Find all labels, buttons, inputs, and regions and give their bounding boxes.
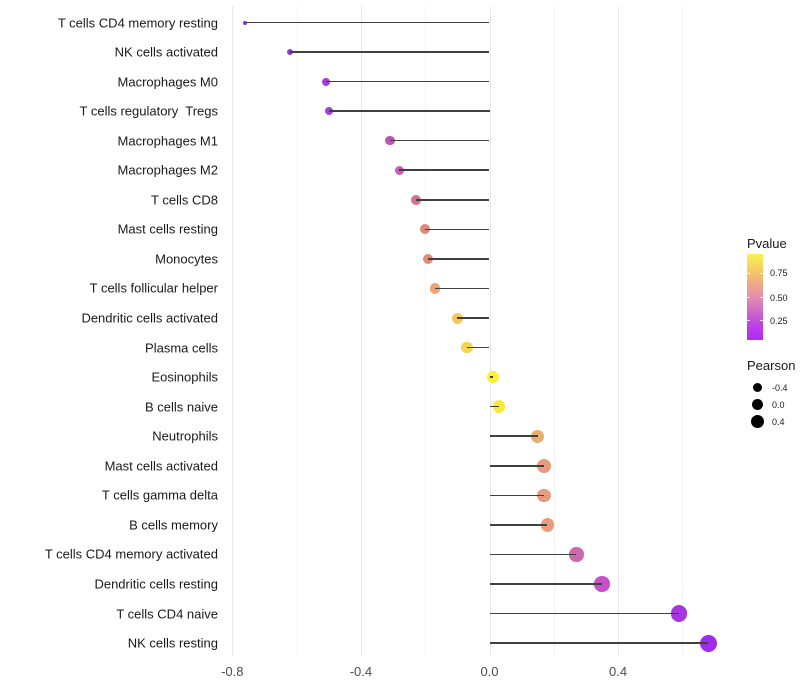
category-label: T cells CD4 memory activated bbox=[44, 546, 218, 562]
stem-line bbox=[489, 642, 709, 644]
stem-line bbox=[415, 199, 490, 201]
stem-line bbox=[325, 80, 490, 83]
stem-line bbox=[389, 139, 490, 142]
gridline-minor bbox=[296, 6, 298, 656]
pvalue-tick-label: 0.25 bbox=[770, 315, 788, 326]
pearson-legend-dot bbox=[750, 415, 764, 428]
category-label: Macrophages M0 bbox=[117, 74, 218, 90]
x-tick-label: 0.4 bbox=[609, 664, 628, 679]
stem-line bbox=[399, 169, 490, 172]
stem-line bbox=[428, 258, 490, 260]
pvalue-bar-tick bbox=[760, 296, 763, 299]
category-label: B cells memory bbox=[129, 517, 218, 533]
category-label: T cells CD8 bbox=[151, 192, 218, 208]
category-label: Dendritic cells activated bbox=[81, 310, 218, 326]
pvalue-bar-tick bbox=[747, 319, 750, 322]
gridline-major bbox=[618, 6, 620, 656]
gridline-major bbox=[489, 6, 491, 656]
pvalue-bar-tick bbox=[760, 319, 763, 322]
category-label: Monocytes bbox=[155, 251, 218, 267]
category-label: Mast cells activated bbox=[104, 458, 218, 474]
stem-line bbox=[457, 317, 490, 319]
pearson-legend-dot bbox=[752, 383, 762, 392]
pearson-legend-label: 0.4 bbox=[772, 416, 785, 427]
pearson-legend-label: 0.0 bbox=[772, 399, 785, 410]
category-label: T cells gamma delta bbox=[101, 487, 218, 503]
pvalue-legend-title: Pvalue bbox=[747, 236, 787, 251]
category-label: T cells CD4 naive bbox=[116, 606, 218, 621]
stem-line bbox=[466, 346, 490, 349]
stem-line bbox=[489, 524, 548, 526]
pvalue-tick-label: 0.50 bbox=[770, 292, 788, 303]
pearson-legend-dot bbox=[751, 399, 763, 410]
gridline-minor bbox=[553, 6, 555, 656]
stem-line bbox=[434, 287, 490, 290]
category-label: T cells follicular helper bbox=[89, 280, 218, 296]
stem-line bbox=[489, 405, 500, 408]
category-label: B cells naive bbox=[145, 399, 218, 415]
stem-line bbox=[489, 494, 545, 497]
stem-line bbox=[489, 553, 577, 556]
pvalue-bar-tick bbox=[747, 272, 750, 274]
stem-line bbox=[425, 228, 490, 231]
data-point-dot bbox=[540, 518, 555, 532]
pvalue-bar-tick bbox=[760, 272, 763, 274]
data-point-dot bbox=[569, 547, 584, 562]
x-tick-label: 0.0 bbox=[480, 664, 499, 679]
pvalue-tick-label: 0.75 bbox=[770, 268, 788, 279]
pvalue-gradient-bar bbox=[747, 254, 763, 340]
pvalue-bar-tick bbox=[747, 296, 750, 299]
category-label: NK cells activated bbox=[114, 44, 218, 60]
category-label: T cells CD4 memory resting bbox=[57, 15, 218, 30]
data-point-dot bbox=[670, 605, 688, 622]
data-point-dot bbox=[531, 429, 545, 443]
stem-line bbox=[489, 583, 603, 585]
category-label: Eosinophils bbox=[151, 369, 219, 385]
stem-line bbox=[489, 464, 545, 467]
data-point-dot bbox=[537, 488, 551, 503]
stem-line bbox=[328, 110, 490, 112]
data-point-dot bbox=[537, 459, 551, 473]
data-point-dot bbox=[594, 576, 610, 592]
pearson-legend-label: -0.4 bbox=[772, 382, 788, 393]
pearson-legend-title: Pearson bbox=[747, 358, 796, 373]
gridline-minor bbox=[682, 6, 684, 656]
stem-line bbox=[290, 51, 490, 53]
gridline-minor bbox=[425, 6, 427, 656]
category-label: Plasma cells bbox=[145, 340, 218, 356]
data-point-dot bbox=[492, 400, 506, 413]
data-point-dot bbox=[486, 371, 499, 384]
category-label: NK cells resting bbox=[127, 635, 218, 651]
category-label: Mast cells resting bbox=[117, 221, 218, 237]
category-label: T cells regulatory Tregs bbox=[79, 103, 218, 119]
category-label: Macrophages M2 bbox=[117, 162, 218, 178]
category-label: Dendritic cells resting bbox=[94, 576, 218, 592]
gridline-major bbox=[232, 6, 234, 656]
category-label: Neutrophils bbox=[152, 428, 218, 444]
stem-line bbox=[489, 376, 493, 378]
data-point-dot bbox=[699, 634, 717, 652]
stem-line bbox=[489, 612, 680, 615]
stem-line bbox=[489, 435, 538, 437]
category-label: Macrophages M1 bbox=[117, 133, 218, 149]
x-tick-label: -0.8 bbox=[221, 664, 244, 679]
x-tick-label: -0.4 bbox=[349, 664, 373, 679]
gridline-major bbox=[360, 6, 362, 656]
stem-line bbox=[245, 21, 490, 24]
